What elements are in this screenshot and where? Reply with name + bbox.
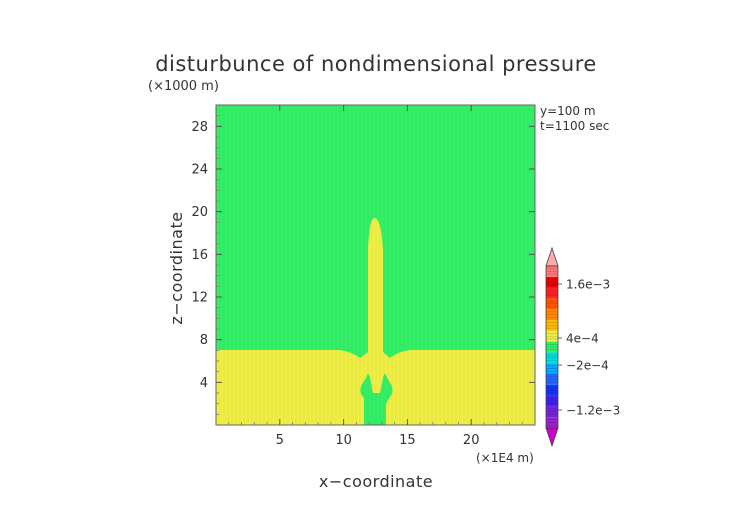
colorbar-swatch [546,276,558,288]
info-text: y=100 m t=1100 sec [540,104,609,133]
y-tick-label: 12 [191,291,208,306]
colorbar-swatch [546,330,558,342]
colorbar-swatch [546,341,558,353]
x-axis-label: x−coordinate [319,472,433,491]
colorbar-high-arrow [545,246,559,267]
y-axis-label: z−coordinate [167,211,186,324]
y-tick-label: 16 [191,248,208,263]
info-time: t=1100 sec [540,119,609,133]
colorbar-swatch [546,266,558,277]
colorbar-swatch [546,406,558,418]
x-tick-label: 15 [399,433,416,448]
y-unit-label: (×1000 m) [148,79,219,94]
colorbar-swatch [546,395,558,407]
colorbar-swatch [546,352,558,364]
colorbar-swatch [546,384,558,396]
colorbar [545,246,559,448]
colorbar-labels: 1.6e−3 4e−4 −2e−4 −1.2e−3 [558,278,620,418]
lower-layer-region [216,217,535,425]
colorbar-swatch [546,287,558,299]
grid-lines [215,105,533,425]
colorbar-label: −1.2e−3 [566,404,620,418]
x-tick-label: 5 [276,433,284,448]
x-tick-label: 10 [335,433,352,448]
colorbar-swatch [546,298,558,310]
plume-base-region [360,374,393,425]
y-axis-ticks: 4 8 12 16 20 24 28 [191,115,535,415]
colorbar-swatch [546,320,558,331]
x-tick-label: 20 [463,433,480,448]
colorbar-label: −2e−4 [566,359,609,373]
x-axis-ticks: 5 10 15 20 [228,105,523,448]
colorbar-swatch [546,309,558,320]
colorbar-swatch [546,363,558,374]
colorbar-label: 4e−4 [566,332,599,346]
y-tick-label: 20 [191,205,208,220]
y-tick-label: 28 [191,120,208,135]
chart-title: disturbunce of nondimensional pressure [155,52,597,76]
y-tick-label: 8 [200,333,208,348]
y-tick-label: 4 [200,376,208,391]
colorbar-swatch [546,417,558,428]
colorbar-swatch [546,374,558,385]
y-tick-label: 24 [191,163,208,178]
colorbar-label: 1.6e−3 [566,278,610,292]
info-y: y=100 m [540,104,596,118]
plot-area [216,105,535,425]
colorbar-frame [545,265,559,429]
colorbar-low-arrow [545,427,559,448]
x-unit-label: (×1E4 m) [476,451,534,465]
